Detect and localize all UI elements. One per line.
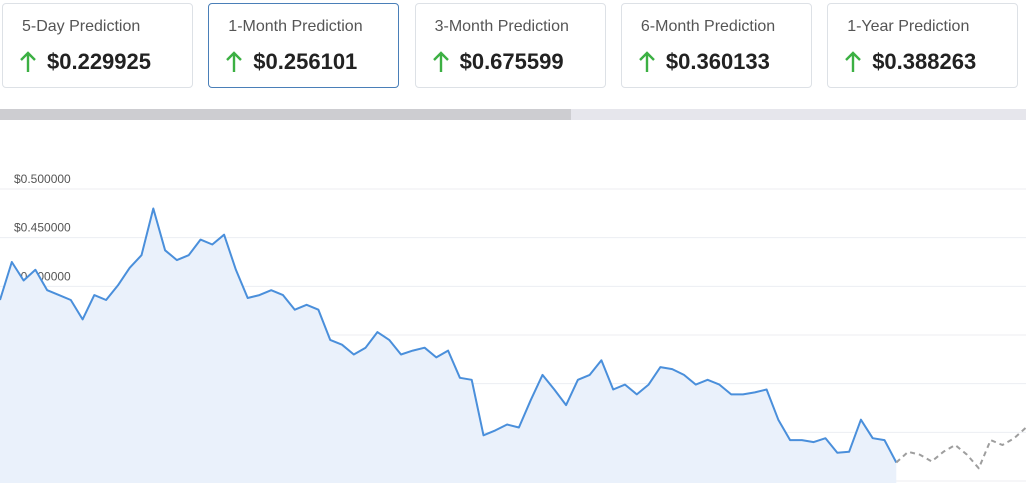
card-title: 3-Month Prediction (434, 18, 569, 35)
prediction-card[interactable]: 6-Month Prediction $0.360133 (620, 3, 812, 88)
price-line (0, 207, 898, 463)
up-arrow-icon (226, 51, 243, 72)
card-value: $0.229925 (47, 49, 151, 74)
card-title: 6-Month Prediction (640, 18, 776, 35)
card-title: 1-Month Prediction (228, 18, 363, 35)
card-title: 5-Day Prediction (22, 18, 141, 35)
up-arrow-icon (20, 51, 36, 72)
prediction-card[interactable]: 3-Month Prediction $0.675599 (414, 3, 606, 88)
card-value: $0.360133 (665, 49, 770, 74)
card-value: $0.388263 (872, 49, 977, 74)
prediction-card[interactable]: 5-Day Prediction $0.229925 (2, 3, 193, 88)
up-arrow-icon (639, 51, 655, 72)
card-title: 1-Year Prediction (847, 18, 970, 35)
y-tick-label: $0.500000 (14, 172, 71, 186)
scrollbar-thumb[interactable] (0, 109, 571, 120)
price-area (0, 208, 897, 483)
y-tick-label: $0.450000 (14, 221, 71, 235)
card-value: $0.256101 (253, 49, 358, 74)
scrollbar-track[interactable] (571, 109, 1026, 120)
up-arrow-icon (432, 51, 449, 72)
prediction-card[interactable]: 1-Year Prediction $0.388263 (827, 3, 1019, 88)
up-arrow-icon (845, 51, 862, 72)
prediction-card[interactable]: 1-Month Prediction $0.256101 (208, 3, 400, 88)
prediction-line (895, 426, 1027, 470)
card-value: $0.675599 (459, 49, 564, 74)
